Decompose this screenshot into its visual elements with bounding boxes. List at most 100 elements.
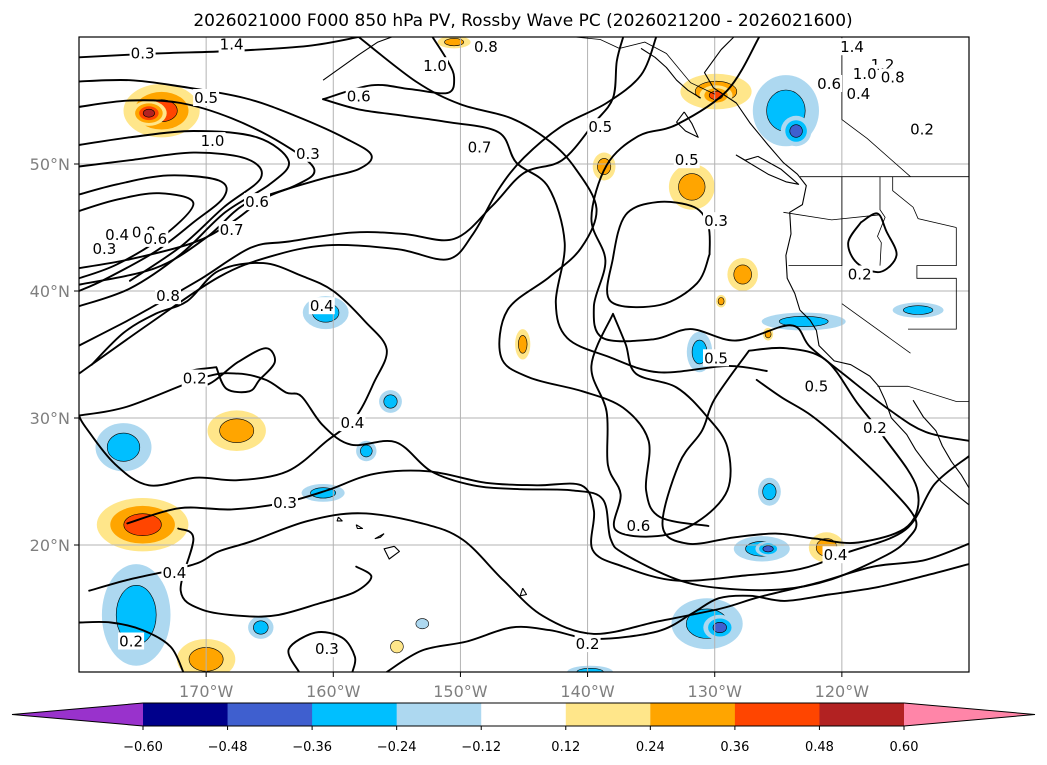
contour-label-bg [851,64,878,82]
coastline [676,111,699,138]
colorbar-extend-low [12,703,143,726]
contour-label: 0.4 [340,414,364,432]
colorbar-segment [312,703,398,726]
colorbar-tick-label: 0.12 [551,740,580,755]
coastline [640,47,701,99]
contour-label-bg [294,144,321,162]
pv-contour-line [287,631,357,672]
contour-label: 0.5 [704,349,728,367]
contour-label: 0.2 [910,121,934,139]
contour-label: 0.3 [315,640,339,658]
contour-label: 0.8 [881,69,905,87]
contour-label-bg [181,369,208,387]
contour-label-bg [839,38,865,56]
colorbar-segment [227,703,313,726]
colorbar-segment [819,703,905,726]
x-tick-label: 160°W [306,682,361,701]
contour-label-bg [118,632,145,650]
contour-label: 1.0 [423,57,447,75]
contour-label-bg [466,138,493,156]
contour-label-bg [587,118,614,136]
pv-contour-line [357,37,710,527]
anomaly-blob-29-level-2 [762,545,774,553]
contour-label: 0.3 [704,212,728,230]
y-axis-ticks: 20°N 30°N 40°N 50°N [30,155,79,555]
pv-contour-line [847,212,898,274]
contour-label: 0.2 [848,266,872,284]
border [877,385,969,402]
contour-label-bg [91,240,118,258]
pv-contour-line [322,98,768,374]
contour-label-bg [272,494,298,512]
y-tick-label: 50°N [30,155,70,174]
pv-contour-line [79,174,228,292]
contour-label-bg [703,212,729,230]
coastline [322,37,392,81]
coastline [735,154,800,185]
pv-contour-line [79,192,195,280]
coastline [336,516,343,522]
contour-label-bg [803,377,830,395]
contour-label: 0.4 [162,564,186,582]
y-tick-label: 40°N [30,282,70,301]
anomaly-blob-17-level-2 [789,124,803,138]
colorbar-tick-label: 0.48 [805,740,834,755]
pv-contour-line [79,151,263,282]
contour-label: 0.4 [310,297,334,315]
contour-label-bg [218,221,245,238]
colorbar: −0.60 −0.48 −0.36 −0.24 −0.12 0.12 0.24 0.36 0.4… [11,702,1036,755]
contour-labels: 0.3 1.40.51.00.61.00.80.3 0.70.50.51.41.21… [91,36,935,658]
colorbar-segment [650,703,736,726]
colorbar-tick-label: 0.36 [720,740,749,755]
colorbar-segment [481,703,567,726]
border [841,303,911,354]
anomaly-blob-33-level-1 [902,305,934,315]
colorbar-tick-label: −0.12 [461,740,501,755]
colorbar-segment [396,703,482,726]
colorbar-extend-high [904,703,1035,726]
contour-label: 0.8 [156,287,180,305]
coastline [912,399,969,489]
contour-label: 0.6 [626,517,650,535]
contour-label: 0.6 [245,193,269,211]
contour-label: 0.2 [183,370,207,388]
anomaly-blob-21-level-1 [360,444,373,458]
coastline [703,37,969,506]
contour-label: 1.4 [220,36,244,54]
contour-label-bg [673,151,700,169]
colorbar-segment [143,703,229,726]
contour-label: 0.3 [296,145,320,163]
contour-label-bg [308,297,335,315]
colorbar-tick-label: −0.24 [377,740,417,755]
x-tick-label: 140°W [560,682,615,701]
anomaly-blob-34-level-0 [415,618,429,630]
pv-contour-line [79,37,658,375]
anomaly-blob-7-level-1 [678,173,706,201]
border [574,37,715,95]
anomaly-blob-8-level-1 [733,264,752,285]
pv-contour-line [385,563,969,672]
coastline [355,524,364,530]
coastline [383,545,400,560]
y-tick-label: 20°N [30,536,70,555]
colorbar-tick-label: 0.24 [636,740,665,755]
anomaly-blob-18-level-1 [778,315,829,327]
contour-label-bg [472,38,499,56]
contour-label-bg [244,193,270,211]
graticule [79,37,969,672]
anomaly-blob-20-level-1 [383,394,398,409]
border [908,227,957,330]
contour-label-bg [574,635,601,653]
pv-contour-line [79,620,185,672]
anomaly-blob-6-level-1 [517,335,528,354]
y-tick-label: 30°N [30,409,70,428]
contour-label-bg [193,89,220,106]
contour-label: 1.0 [853,65,877,83]
border [877,176,886,266]
pv-contour-line [79,372,918,592]
pv-contour-line [661,346,920,545]
x-tick-label: 150°W [433,682,488,701]
colorbar-tick-label: 0.60 [890,740,919,755]
contour-label: 0.5 [675,151,699,169]
colorbar-tick-label: −0.36 [292,740,332,755]
